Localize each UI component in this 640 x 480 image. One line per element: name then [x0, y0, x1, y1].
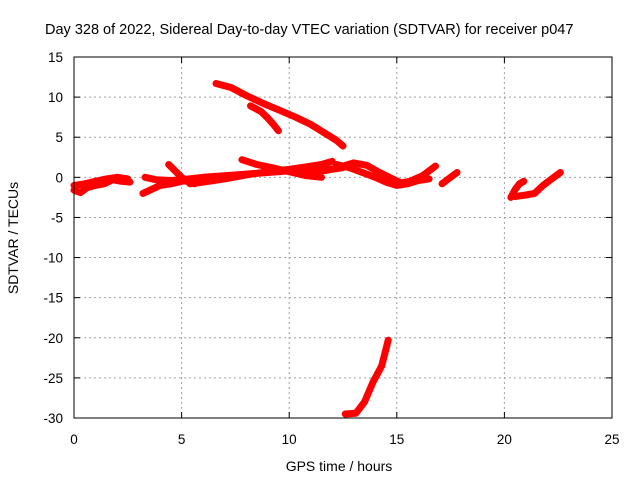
plot-frame — [73, 56, 613, 419]
series-track-14 — [247, 102, 282, 135]
y-tick-labels: 15 10 5 0 -5 -10 -15 -20 -25 -30 — [43, 50, 63, 426]
x-tick-label: 20 — [497, 432, 512, 447]
axis-ticks — [73, 56, 613, 419]
series-track-6 — [186, 157, 336, 188]
grid-lines — [74, 57, 612, 418]
series-track-11 — [507, 177, 528, 201]
series-track-7 — [238, 156, 325, 181]
series-track-9 — [333, 161, 433, 189]
y-tick-label: -20 — [43, 331, 63, 346]
chart-title: Day 328 of 2022, Sidereal Day-to-day VTE… — [45, 22, 573, 38]
series-track-13 — [212, 80, 347, 150]
y-tick-label: 0 — [55, 170, 63, 185]
x-tick-label: 0 — [70, 432, 78, 447]
x-tick-label: 5 — [178, 432, 186, 447]
y-axis-label: SDTVAR / TECUs — [5, 182, 21, 294]
x-tick-label: 25 — [604, 432, 619, 447]
x-axis-label: GPS time / hours — [286, 458, 393, 474]
y-tick-label: -5 — [51, 210, 63, 225]
series-track-10 — [438, 169, 461, 188]
x-tick-labels: 0 5 10 15 20 25 — [70, 432, 619, 447]
y-tick-label: -25 — [43, 371, 63, 386]
y-tick-label: -30 — [43, 411, 63, 426]
series-track-12 — [511, 169, 564, 201]
y-tick-label: 15 — [48, 50, 63, 65]
data-series-group — [70, 80, 564, 418]
series-track-15 — [341, 336, 392, 418]
y-tick-label: -15 — [43, 291, 63, 306]
series-track-2 — [70, 173, 132, 189]
x-tick-label: 10 — [282, 432, 297, 447]
y-tick-label: 5 — [55, 130, 63, 145]
x-tick-label: 15 — [389, 432, 404, 447]
y-tick-label: -10 — [43, 251, 63, 266]
y-tick-label: 10 — [48, 90, 63, 105]
